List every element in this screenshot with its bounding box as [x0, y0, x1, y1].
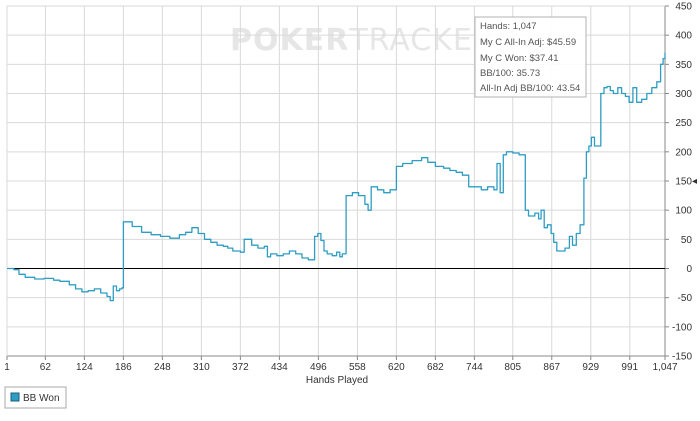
x-tick-label: 805	[504, 362, 521, 373]
y-tick-label: 300	[675, 89, 692, 100]
y-tick-label: 0	[686, 264, 692, 275]
watermark-light: TRACKER	[348, 23, 494, 58]
x-tick-label: 1,047	[652, 362, 677, 373]
x-tick-label: 991	[621, 362, 638, 373]
y-tick-label: -50	[678, 293, 693, 304]
y-tick-label: -150	[672, 352, 692, 363]
poker-tracker-watermark: POKERTRACKER	[230, 23, 495, 58]
x-tick-label: 186	[115, 362, 132, 373]
y-axis-indicator-icon: ◂	[692, 176, 697, 187]
tooltip-line-allin-bb100: All-In Adj BB/100: 43.54	[480, 83, 580, 94]
x-tick-label: 434	[271, 362, 288, 373]
tooltip-line-hands: Hands: 1,047	[480, 21, 537, 32]
legend-label: BB Won	[23, 393, 60, 404]
x-tick-label: 558	[349, 362, 366, 373]
x-axis-ticks: 1 62 124 186 248 310 372 434 496 558 620 682 744 805 8…	[4, 356, 678, 373]
watermark-text: POKERTRACKER	[230, 23, 495, 58]
y-tick-label: 200	[675, 147, 692, 158]
x-tick-label: 248	[154, 362, 171, 373]
x-tick-label: 124	[76, 362, 93, 373]
y-tick-label: -100	[672, 322, 692, 333]
x-tick-label: 744	[466, 362, 483, 373]
x-tick-label: 1	[4, 362, 10, 373]
watermark-bold: POKER	[230, 23, 349, 58]
tooltip-line-allin-adj: My C All-In Adj: $45.59	[480, 37, 576, 48]
series-line-bb-won	[7, 52, 666, 302]
x-tick-label: 867	[543, 362, 560, 373]
x-tick-label: 682	[427, 362, 444, 373]
y-axis-ticks: 450 400 350 300 250 200 150 100 50 0 -50 -100 -150	[665, 2, 692, 363]
y-tick-label: 100	[675, 206, 692, 217]
x-tick-label: 929	[582, 362, 599, 373]
hover-tooltip: Hands: 1,047 My C All-In Adj: $45.59 My …	[474, 16, 587, 98]
x-tick-label: 372	[232, 362, 249, 373]
x-tick-label: 62	[40, 362, 52, 373]
y-tick-label: 50	[681, 235, 693, 246]
tooltip-box	[474, 16, 587, 98]
axes	[6, 5, 666, 357]
legend-box	[4, 386, 67, 409]
tooltip-line-won: My C Won: $37.41	[480, 53, 559, 64]
x-axis-title: Hands Played	[306, 375, 368, 386]
x-tick-label: 496	[310, 362, 327, 373]
legend[interactable]: BB Won	[4, 386, 67, 409]
y-tick-label: 150	[675, 177, 692, 188]
y-tick-label: 350	[675, 60, 692, 71]
tooltip-line-bb100: BB/100: 35.73	[480, 68, 540, 79]
x-tick-label: 620	[388, 362, 405, 373]
y-tick-label: 450	[675, 2, 692, 13]
x-tick-label: 310	[193, 362, 210, 373]
legend-swatch	[10, 392, 20, 402]
series-bb-won	[7, 52, 666, 302]
y-tick-label: 250	[675, 118, 692, 129]
y-tick-label: 400	[675, 31, 692, 42]
